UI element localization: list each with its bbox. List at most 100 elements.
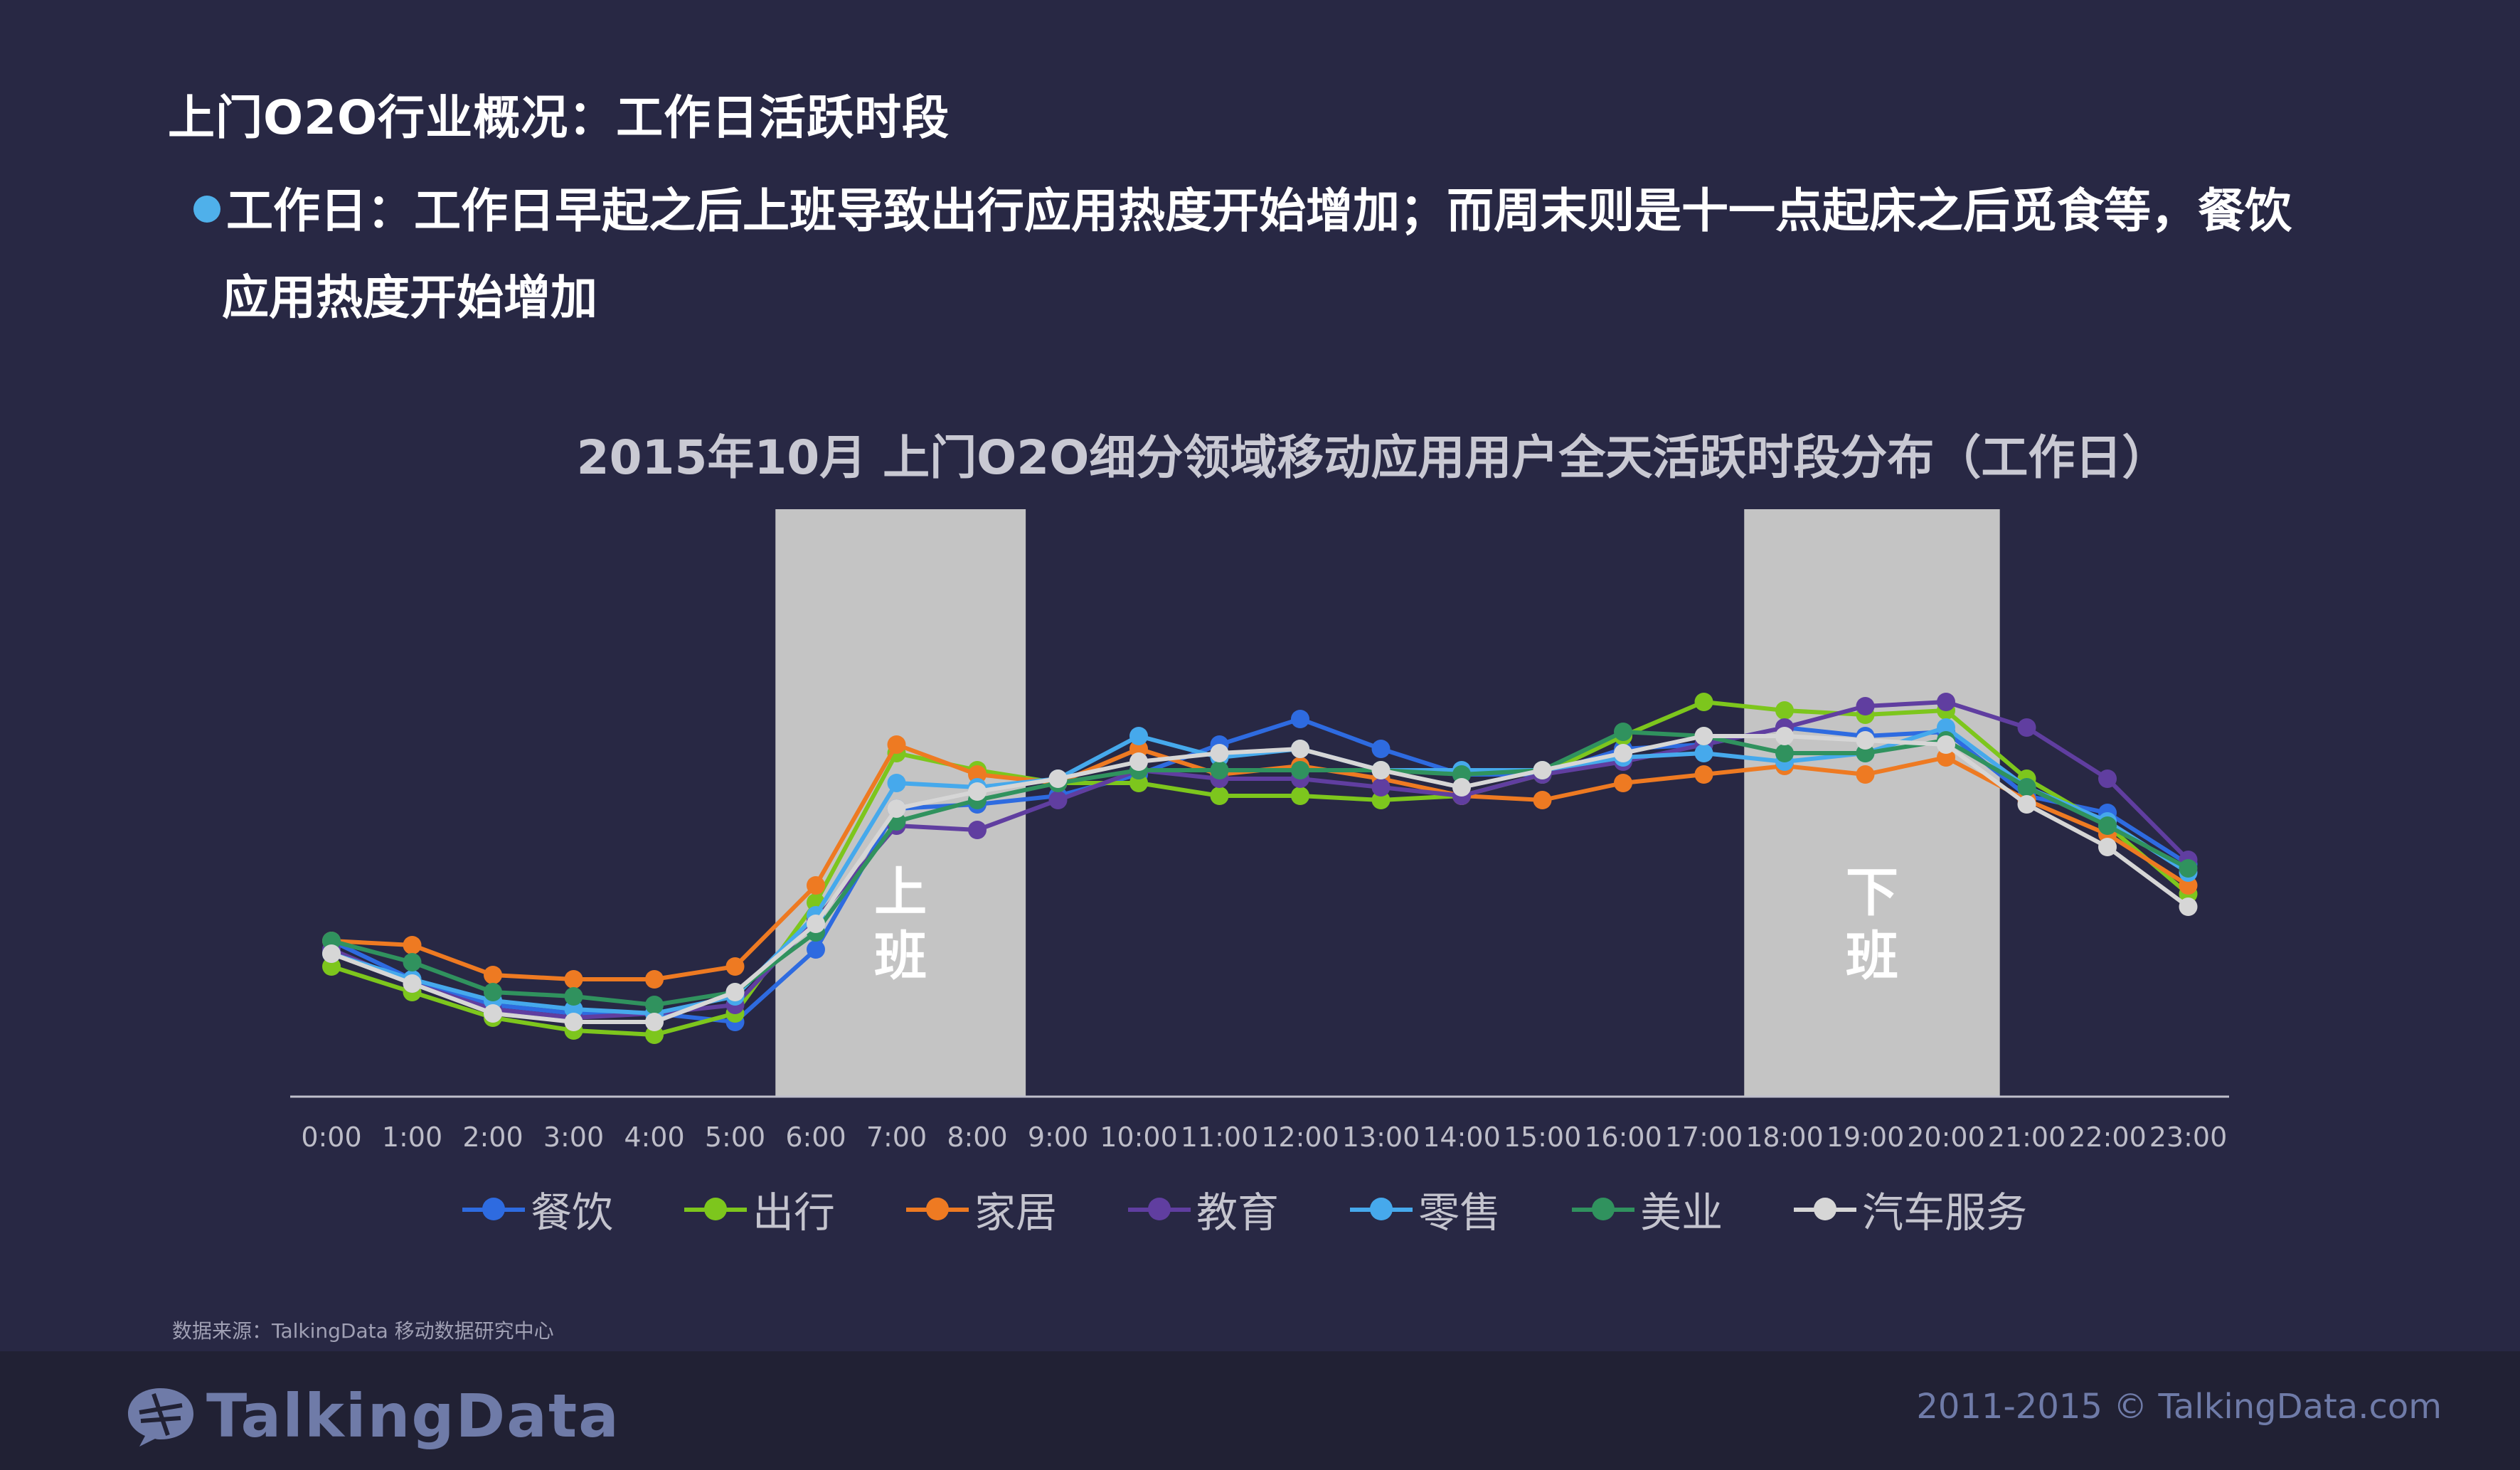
series-6-point [1129,752,1148,771]
series-6-point [322,944,341,963]
x-tick-label: 2:00 [462,1122,523,1153]
legend-swatch-icon [906,1195,969,1223]
series-3-point [2017,718,2036,737]
x-tick-label: 10:00 [1100,1122,1178,1153]
series-5-point [564,987,583,1006]
bullet-line-1: 工作日：工作日早起之后上班导致出行应用热度开始增加；而周末则是十一点起床之后觅食… [193,168,2370,255]
series-6-point [645,1013,664,1031]
x-tick-label: 19:00 [1827,1122,1905,1153]
series-6-point [968,782,987,801]
series-5-point [1614,723,1632,741]
bullet-text: 工作日：工作日早起之后上班导致出行应用热度开始增加；而周末则是十一点起床之后觅食… [193,168,2370,341]
series-5-point [2179,859,2198,878]
series-5-point [2017,778,2036,797]
legend-item: 餐饮 [462,1179,613,1239]
series-3-point [1856,697,1875,715]
series-3-point [968,821,987,839]
legend-swatch-icon [1794,1195,1857,1223]
series-1-point [322,957,341,976]
series-3-point [1371,778,1391,797]
series-3-point [1048,791,1068,809]
series-6-point [1937,735,1955,754]
series-6-point [1856,731,1875,750]
series-2-point [887,735,906,754]
legend-item: 美业 [1572,1179,1723,1239]
series-6-point [1533,761,1552,779]
legend-label: 家居 [974,1188,1058,1237]
series-2-point [968,765,987,784]
x-tick-label: 15:00 [1504,1122,1582,1153]
series-6-point [2179,898,2198,916]
footer-bar: TalkingData 2011-2015 © TalkingData.com [0,1351,2520,1470]
legend-swatch-icon [1572,1195,1635,1223]
x-tick-label: 16:00 [1584,1122,1662,1153]
x-tick-label: 1:00 [382,1122,442,1153]
series-6-point [564,1013,583,1031]
series-6-point [1291,740,1309,758]
slide-title: 上门O2O行业概况：工作日活跃时段 [168,90,950,145]
series-2-point [564,970,583,989]
x-tick-label: 5:00 [705,1122,765,1153]
series-5-point [403,953,422,971]
series-4-point [887,774,906,792]
series-2-point [1614,774,1632,792]
series-5-point [484,983,502,1001]
series-0-point [1291,710,1309,728]
chart-legend: 餐饮 出行 家居 教育 零售 美业 汽车服务 [462,1181,2027,1237]
band-label-1-line2: 班 [1846,926,1898,987]
series-1-point [645,1026,664,1044]
series-6-point [2017,795,2036,814]
series-1-point [1291,787,1309,805]
series-6-point [1694,727,1713,745]
logo-text: TalkingData [206,1381,620,1451]
series-4-point [1694,744,1713,762]
x-tick-label: 17:00 [1665,1122,1743,1153]
legend-label: 出行 [753,1188,836,1237]
x-tick-label: 13:00 [1342,1122,1420,1153]
bullet-line-2: 应用热度开始增加 [222,270,597,325]
x-tick-label: 0:00 [301,1122,361,1153]
series-6-point [1210,744,1229,762]
band-label-1-line1: 下 [1846,862,1898,923]
x-tick-label: 6:00 [785,1122,846,1153]
series-6-point [1452,778,1471,797]
x-tick-label: 23:00 [2149,1122,2228,1153]
talkingdata-logo: TalkingData [125,1381,620,1451]
x-tick-label: 3:00 [543,1122,604,1153]
series-6-point [887,799,906,818]
series-5-point [1856,744,1875,762]
series-4-point [1937,718,1955,737]
band-label-0-line2: 班 [874,926,927,987]
legend-swatch-icon [684,1195,748,1223]
series-5-point [1452,765,1471,784]
x-tick-label: 22:00 [2068,1122,2147,1153]
legend-label: 零售 [1418,1188,1501,1237]
series-5-point [2098,816,2117,835]
x-tick-label: 21:00 [1988,1122,2066,1153]
series-1-point [1210,787,1229,805]
legend-swatch-icon [462,1195,525,1223]
series-2-point [725,957,745,976]
legend-item: 教育 [1128,1179,1279,1239]
series-0-point [1371,740,1391,758]
series-0-point [807,940,825,959]
series-2-point [1856,765,1875,784]
legend-label: 教育 [1196,1188,1280,1237]
bullet-dot-icon [193,196,220,223]
highlight-band-1 [1744,509,2000,1097]
series-5-point [1775,744,1794,762]
series-5-point [1210,761,1229,779]
x-tick-label: 8:00 [947,1122,1007,1153]
series-3-point [1937,693,1955,711]
series-1-point [1371,791,1391,809]
series-2-point [807,876,825,895]
legend-label: 美业 [1640,1188,1723,1237]
chart-title: 2015年10月 上门O2O细分领域移动应用用户全天活跃时段分布（工作日） [576,430,2169,485]
bullet-line-1-text: 工作日：工作日早起之后上班导致出行应用热度开始增加；而周末则是十一点起床之后觅食… [226,183,2292,238]
series-6-point [484,1004,502,1023]
series-2-point [484,966,502,984]
x-tick-label: 20:00 [1907,1122,1985,1153]
x-tick-label: 11:00 [1181,1122,1259,1153]
band-label-0-line1: 上 [874,862,927,923]
series-1-point [1694,693,1713,711]
